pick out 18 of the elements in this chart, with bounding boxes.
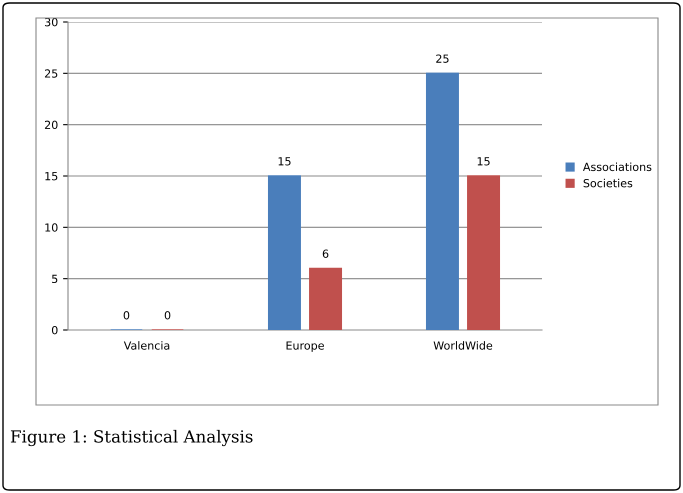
y-tick-label: 5 (52, 274, 58, 284)
data-label: 0 (164, 311, 170, 320)
x-tick-label: Europe (286, 341, 324, 352)
legend-label: Associations (582, 162, 652, 172)
y-tick-label: 10 (45, 223, 58, 232)
y-tick-label: 0 (52, 326, 58, 334)
data-label: 0 (124, 311, 130, 320)
data-label: 15 (278, 157, 291, 166)
data-label: 15 (478, 157, 490, 166)
x-tick-label: WorldWide (434, 341, 492, 350)
data-label: 6 (322, 250, 328, 258)
data-label: 25 (436, 54, 449, 63)
y-tick-label: 20 (44, 120, 58, 130)
y-tick-label: 25 (44, 69, 58, 78)
x-tick-label: Valencia (124, 341, 170, 350)
y-tick-label: 15 (45, 172, 58, 180)
legend-label: Societies (584, 178, 632, 188)
caption: Figure 1: Statistical Analysis (10, 430, 253, 446)
